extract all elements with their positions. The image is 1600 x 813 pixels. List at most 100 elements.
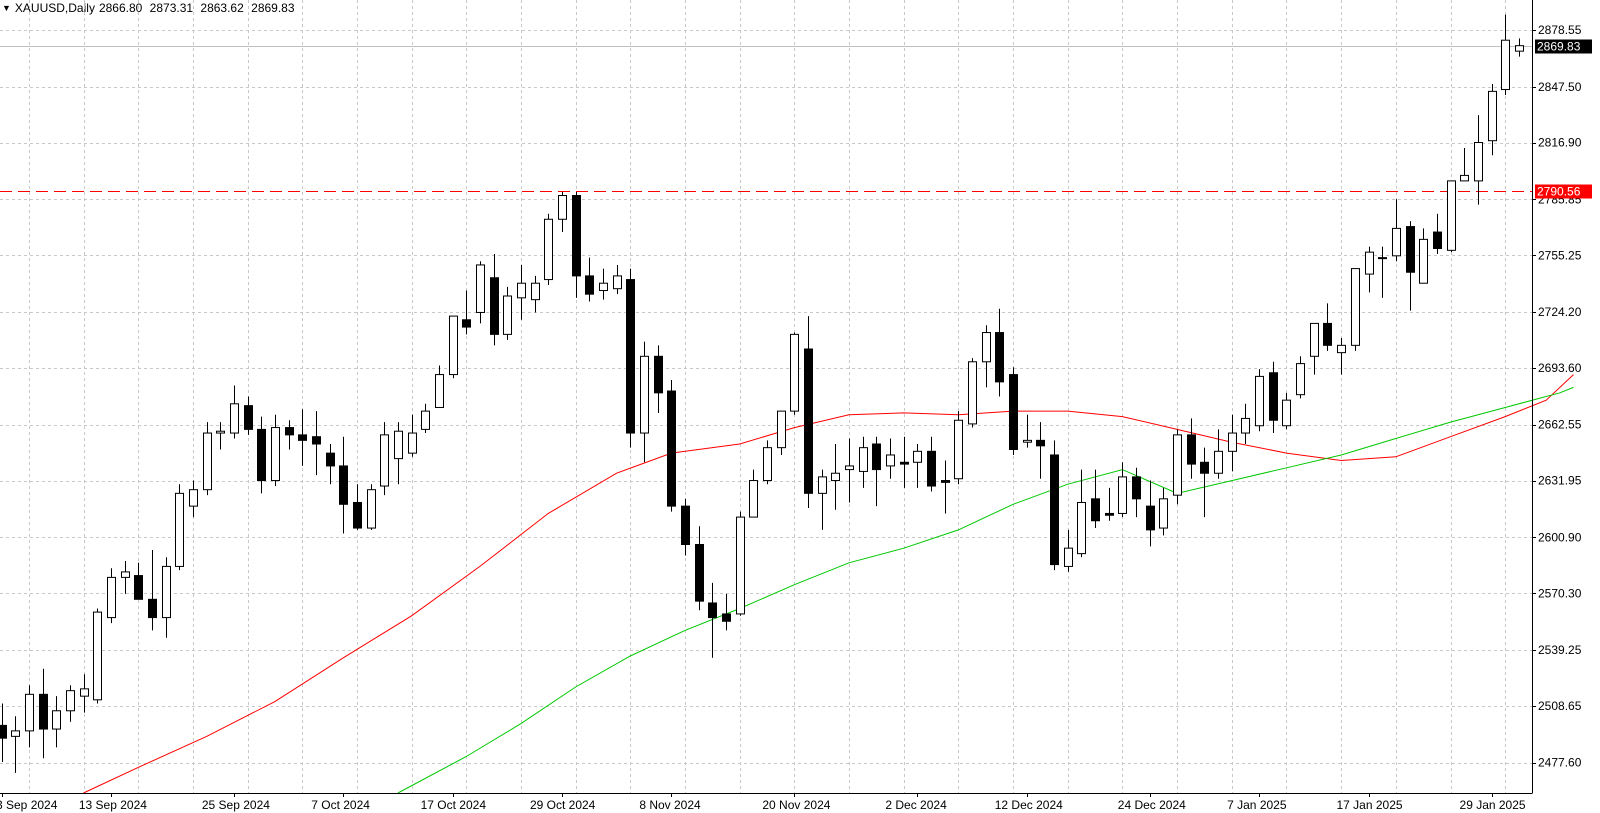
candle-bull[interactable]: [517, 282, 526, 299]
candle-bull[interactable]: [749, 480, 758, 518]
candle-bull[interactable]: [1214, 450, 1223, 474]
candle-bull[interactable]: [1064, 547, 1073, 567]
candle-bull[interactable]: [380, 434, 389, 487]
candle-bull[interactable]: [1365, 251, 1374, 275]
candle-bull[interactable]: [1447, 180, 1456, 251]
candle-bear[interactable]: [353, 501, 362, 529]
candle-bull[interactable]: [968, 361, 977, 425]
candle-bear[interactable]: [1009, 374, 1018, 450]
candle-bull[interactable]: [859, 447, 868, 472]
candle-bull[interactable]: [913, 450, 922, 463]
candle-bull[interactable]: [52, 710, 61, 730]
candle-bull[interactable]: [66, 690, 75, 712]
candle-bear[interactable]: [708, 602, 717, 619]
candle-bull[interactable]: [1488, 90, 1497, 142]
candle-bull[interactable]: [189, 489, 198, 507]
candle-bull[interactable]: [80, 688, 89, 697]
candle-bear[interactable]: [339, 465, 348, 505]
candle-bear[interactable]: [1050, 454, 1059, 566]
candle-bear[interactable]: [148, 598, 157, 619]
candle-bull[interactable]: [1310, 322, 1319, 357]
candle-bull[interactable]: [1392, 227, 1401, 257]
candle-bear[interactable]: [462, 319, 471, 328]
candle-bear[interactable]: [1269, 372, 1278, 421]
candle-bull[interactable]: [107, 576, 116, 619]
candle-bear[interactable]: [1433, 231, 1442, 249]
candle-bull[interactable]: [1351, 268, 1360, 346]
candle-bull[interactable]: [1460, 174, 1469, 182]
candle-bull[interactable]: [790, 333, 799, 412]
candle-bear[interactable]: [1091, 498, 1100, 522]
candle-bear[interactable]: [244, 405, 253, 430]
candle-bull[interactable]: [230, 403, 239, 434]
candle-bull[interactable]: [1255, 375, 1264, 427]
candle-bear[interactable]: [312, 436, 321, 445]
candle-bull[interactable]: [1378, 257, 1387, 260]
candle-bear[interactable]: [1323, 322, 1332, 346]
candle-bear[interactable]: [298, 434, 307, 441]
candle-bull[interactable]: [1159, 498, 1168, 529]
candle-bull[interactable]: [982, 332, 991, 363]
candle-bull[interactable]: [1282, 399, 1291, 427]
candle-bull[interactable]: [121, 571, 130, 578]
candle-bull[interactable]: [271, 427, 280, 482]
candle-bear[interactable]: [941, 480, 950, 483]
candle-bull[interactable]: [216, 430, 225, 434]
candle-bull[interactable]: [763, 447, 772, 482]
candle-bull[interactable]: [1241, 417, 1250, 434]
candle-bear[interactable]: [39, 693, 48, 730]
candle-bull[interactable]: [1474, 142, 1483, 182]
candle-bull[interactable]: [531, 282, 540, 301]
candle-bull[interactable]: [1501, 39, 1510, 91]
candle-bear[interactable]: [1146, 505, 1155, 531]
candle-bear[interactable]: [626, 279, 635, 434]
candle-bear[interactable]: [927, 450, 936, 487]
candle-bear[interactable]: [667, 390, 676, 507]
candle-bull[interactable]: [11, 730, 20, 737]
candle-bull[interactable]: [818, 476, 827, 494]
candle-bull[interactable]: [421, 410, 430, 430]
candle-bull[interactable]: [1337, 344, 1346, 354]
candle-bull[interactable]: [175, 492, 184, 567]
candle-bear[interactable]: [695, 544, 704, 602]
candle-bull[interactable]: [640, 355, 649, 434]
candle-bull[interactable]: [1419, 238, 1428, 284]
candle-bear[interactable]: [872, 443, 881, 471]
candle-bear[interactable]: [1187, 434, 1196, 465]
candle-bull[interactable]: [25, 693, 34, 732]
candle-bear[interactable]: [804, 348, 813, 494]
candle-bear[interactable]: [1200, 461, 1209, 474]
candle-bull[interactable]: [954, 419, 963, 480]
candle-bear[interactable]: [257, 428, 266, 482]
candle-bull[interactable]: [394, 430, 403, 460]
candle-bear[interactable]: [0, 724, 7, 739]
candle-bull[interactable]: [831, 472, 840, 482]
candle-bear[interactable]: [722, 613, 731, 622]
candle-bear[interactable]: [654, 355, 663, 394]
candle-bear[interactable]: [900, 461, 909, 465]
candle-bull[interactable]: [558, 195, 567, 220]
candle-bull[interactable]: [93, 611, 102, 701]
candle-bear[interactable]: [134, 575, 143, 600]
candle-bull[interactable]: [1228, 432, 1237, 452]
candle-bull[interactable]: [1173, 434, 1182, 496]
candle-bull[interactable]: [162, 565, 171, 619]
candle-bear[interactable]: [490, 277, 499, 335]
candle-bull[interactable]: [1296, 363, 1305, 396]
candle-bull[interactable]: [1515, 45, 1524, 52]
candle-bull[interactable]: [435, 374, 444, 408]
candle-bear[interactable]: [1406, 226, 1415, 273]
candle-bull[interactable]: [203, 432, 212, 491]
candle-bull[interactable]: [886, 454, 895, 467]
candle-bull[interactable]: [408, 432, 417, 454]
candle-bull[interactable]: [503, 295, 512, 335]
candle-bull[interactable]: [367, 489, 376, 529]
candle-bear[interactable]: [285, 427, 294, 436]
candle-bull[interactable]: [845, 465, 854, 471]
candle-bear[interactable]: [326, 452, 335, 467]
candle-bull[interactable]: [736, 516, 745, 615]
candle-bull[interactable]: [1118, 476, 1127, 514]
candle-bull[interactable]: [449, 315, 458, 376]
candle-bear[interactable]: [681, 505, 690, 546]
